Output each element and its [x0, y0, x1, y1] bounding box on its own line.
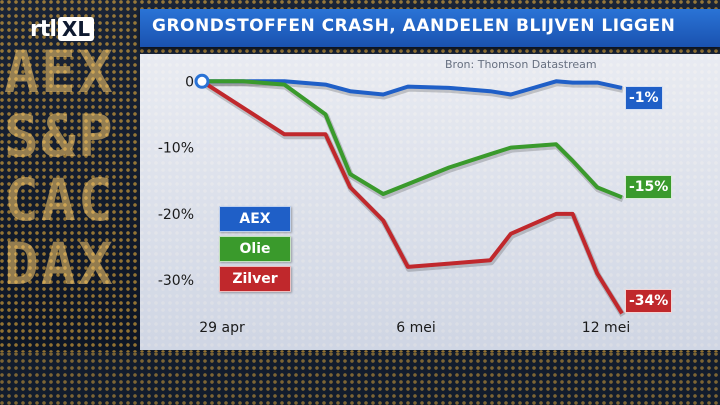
legend-item-olie: Olie [219, 236, 291, 262]
end-label-zilver: -34% [625, 289, 673, 313]
logo-xl-text: XL [57, 17, 95, 41]
y-tick-label: 0 [185, 74, 194, 90]
x-tick-label: 6 mei [396, 320, 436, 336]
ticker-board-text: AEX S&P CAC DAX [4, 40, 115, 296]
y-tick-label: -20% [158, 207, 194, 223]
source-note: Bron: Thomson Datastream [445, 58, 597, 71]
start-point-marker [194, 73, 210, 89]
ticker-board-bottom [0, 352, 720, 405]
channel-logo: rtl XL [30, 15, 95, 43]
chart-title: GRONDSTOFFEN CRASH, AANDELEN BLIJVEN LIG… [152, 16, 676, 36]
series-line-olie [202, 79, 623, 200]
x-tick-label: 29 apr [199, 320, 245, 336]
logo-rtl-text: rtl [30, 16, 57, 42]
legend-item-aex: AEX [219, 206, 291, 232]
x-tick-label: 12 mei [582, 320, 630, 336]
y-tick-label: -30% [158, 273, 194, 289]
y-tick-label: -10% [158, 141, 194, 157]
series-line-zilver [200, 79, 624, 315]
end-label-olie: -15% [625, 175, 673, 199]
series-line-aex [202, 79, 623, 97]
title-bar: GRONDSTOFFEN CRASH, AANDELEN BLIJVEN LIG… [140, 9, 720, 47]
legend-item-zilver: Zilver [219, 266, 291, 292]
end-label-aex: -1% [625, 86, 663, 110]
